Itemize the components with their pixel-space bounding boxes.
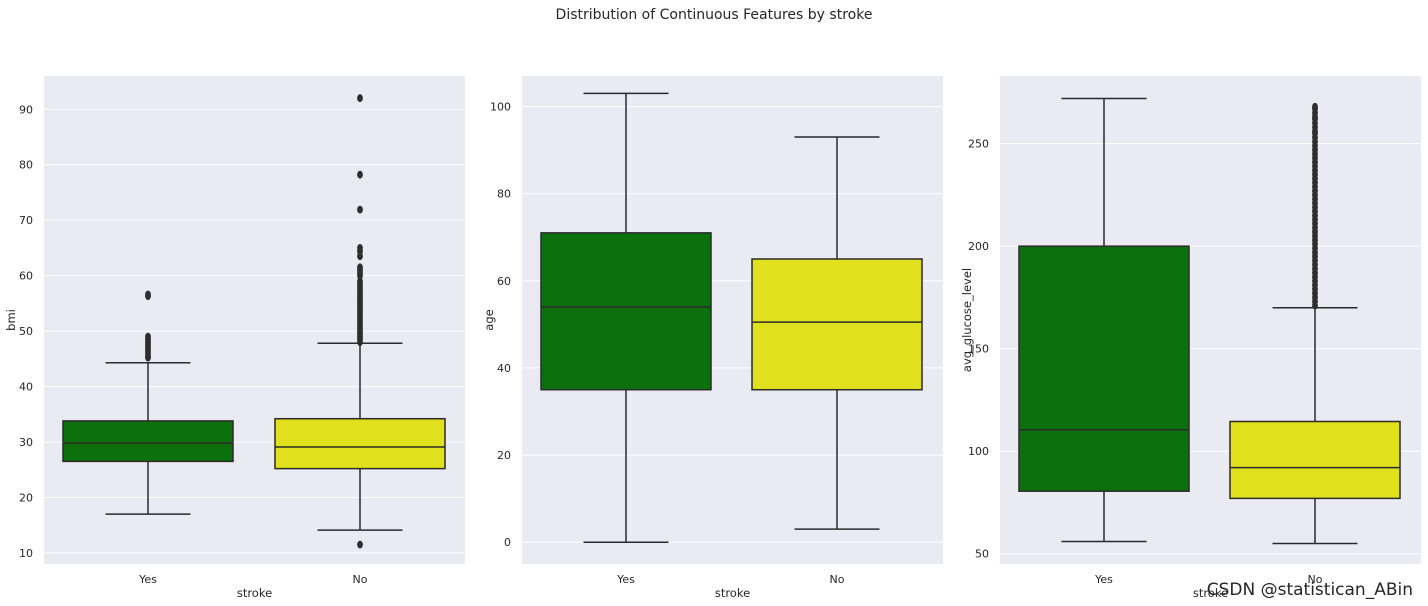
y-tick-label: 80 xyxy=(497,188,511,201)
plot-area xyxy=(44,76,465,564)
box-yes xyxy=(62,290,234,515)
x-axis-label: stroke xyxy=(1193,586,1228,600)
outlier-point xyxy=(357,244,363,252)
box-body xyxy=(274,417,446,470)
y-tick-label: 40 xyxy=(19,381,33,394)
y-tick-label: 60 xyxy=(19,270,33,283)
outlier-point xyxy=(357,540,363,549)
y-tick-label: 90 xyxy=(19,103,33,116)
y-tick-label: 150 xyxy=(968,343,989,356)
y-tick-label: 50 xyxy=(19,325,33,338)
y-tick-label: 200 xyxy=(968,240,989,253)
watermark: CSDN @statistican_ABin xyxy=(1207,580,1413,600)
x-axis-label: stroke xyxy=(715,586,750,600)
x-tick-label: No xyxy=(1308,573,1323,586)
y-tick-label: 250 xyxy=(968,138,989,151)
x-axis-label: stroke xyxy=(237,586,272,600)
box-yes xyxy=(540,92,712,543)
outlier-point xyxy=(357,170,363,179)
y-tick-label: 10 xyxy=(19,547,33,560)
box-no xyxy=(274,94,446,549)
box-body xyxy=(62,420,234,463)
y-axis-label: age xyxy=(482,309,496,330)
y-axis-label: avg_glucose_level xyxy=(960,268,974,372)
y-tick-label: 100 xyxy=(968,445,989,458)
outlier-point xyxy=(357,205,363,214)
figure-title: Distribution of Continuous Features by s… xyxy=(556,7,873,23)
box-body xyxy=(540,232,712,391)
x-tick-label: No xyxy=(353,573,368,586)
y-tick-label: 70 xyxy=(19,214,33,227)
y-tick-label: 30 xyxy=(19,436,33,449)
y-axis-label: bmi xyxy=(4,309,18,331)
box-body xyxy=(1018,245,1190,492)
subplot-age: 0 20 40 60 80 100 Yes No stroke age xyxy=(482,76,943,600)
y-tick-label: 100 xyxy=(490,101,511,114)
box-body xyxy=(751,258,923,391)
box-body xyxy=(1229,420,1401,500)
outlier-point xyxy=(357,263,363,272)
outlier-point xyxy=(145,332,151,341)
y-tick-label: 80 xyxy=(19,159,33,172)
y-tick-label: 0 xyxy=(504,536,511,549)
x-tick-label: Yes xyxy=(1094,573,1113,586)
x-tick-label: No xyxy=(830,573,845,586)
x-tick-label: Yes xyxy=(616,573,635,586)
outlier-point xyxy=(145,290,151,299)
y-tick-label: 60 xyxy=(497,275,511,288)
box-yes xyxy=(1018,97,1190,543)
y-tick-label: 50 xyxy=(975,548,989,561)
box-no xyxy=(751,136,923,530)
subplot-avg-glucose-level: 50 100 150 200 250 Yes No stroke avg_glucose_lev… xyxy=(960,76,1421,600)
y-tick-label: 40 xyxy=(497,362,511,375)
y-tick-label: 20 xyxy=(497,449,511,462)
subplot-bmi: 10 20 30 40 50 60 70 80 90 Yes No stroke bmi xyxy=(4,76,465,600)
outlier-point xyxy=(357,94,363,103)
y-tick-label: 20 xyxy=(19,491,33,504)
x-tick-label: Yes xyxy=(138,573,157,586)
outlier-point xyxy=(1312,102,1318,111)
box-no xyxy=(1229,102,1401,545)
axes-layer: 10 20 30 40 50 60 70 80 90 Yes No stroke bmi 0 20 40 60 8… xyxy=(4,76,1421,600)
